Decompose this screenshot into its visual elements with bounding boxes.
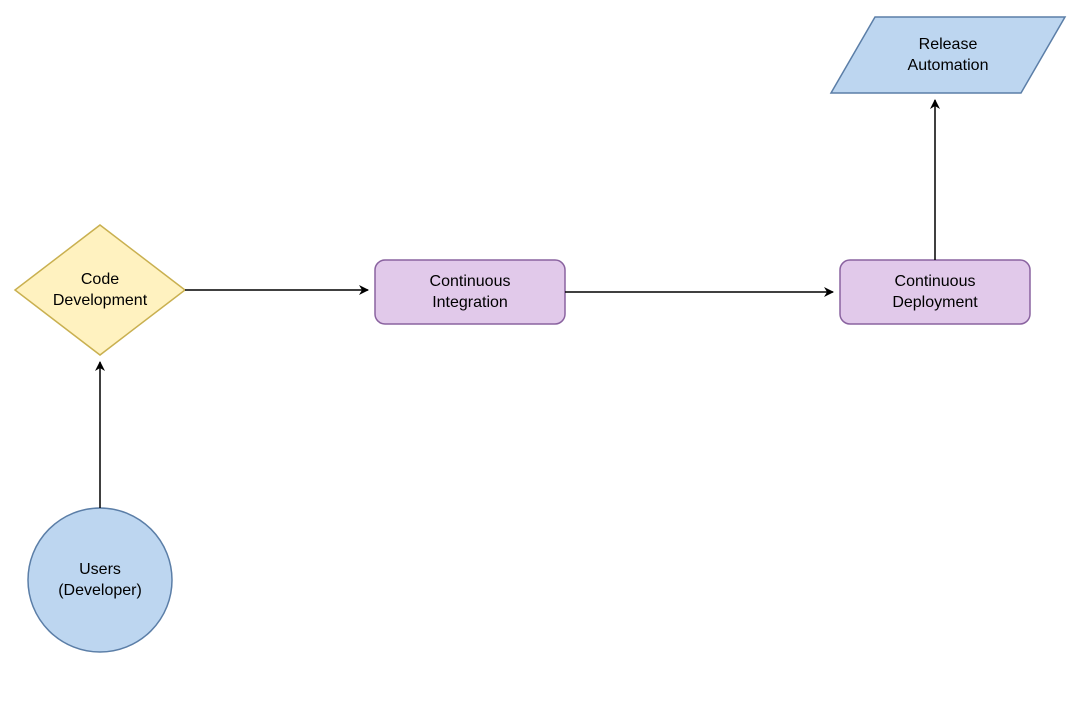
label-code-development: CodeDevelopment: [15, 270, 185, 312]
label-continuous-integration: ContinuousIntegration: [375, 272, 565, 314]
node-continuous-integration: [375, 260, 565, 324]
label-release-automation: ReleaseAutomation: [853, 35, 1043, 77]
node-release-automation: [831, 17, 1065, 93]
node-continuous-deployment: [840, 260, 1030, 324]
node-code-development: [15, 225, 185, 355]
label-continuous-deployment: ContinuousDeployment: [840, 272, 1030, 314]
label-users: Users(Developer): [28, 560, 172, 602]
flowchart-canvas: [0, 0, 1080, 715]
node-users: [28, 508, 172, 652]
